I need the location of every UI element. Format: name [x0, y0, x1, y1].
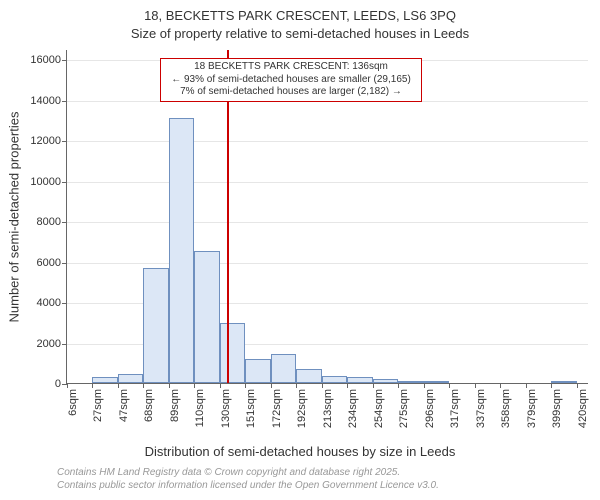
x-tick: [577, 383, 578, 388]
y-tick-label: 6000: [37, 257, 67, 269]
y-tick-label: 0: [55, 378, 67, 390]
y-gridline: [67, 222, 588, 223]
x-tick-label: 27sqm: [92, 389, 104, 422]
x-tick-label: 254sqm: [373, 389, 385, 428]
annotation-line: 7% of semi-detached houses are larger (2…: [165, 86, 417, 99]
annotation-box: 18 BECKETTS PARK CRESCENT: 136sqm← 93% o…: [160, 58, 422, 102]
title-line-1: 18, BECKETTS PARK CRESCENT, LEEDS, LS6 3…: [0, 8, 600, 23]
y-tick-label: 8000: [37, 216, 67, 228]
x-tick: [143, 383, 144, 388]
x-tick-label: 6sqm: [67, 389, 79, 416]
x-tick-label: 151sqm: [245, 389, 257, 428]
x-tick: [92, 383, 93, 388]
histogram-bar: [551, 381, 576, 383]
annotation-line: ← 93% of semi-detached houses are smalle…: [165, 74, 417, 87]
x-tick-label: 275sqm: [398, 389, 410, 428]
x-tick: [118, 383, 119, 388]
histogram-bar: [347, 377, 372, 383]
x-tick-label: 296sqm: [424, 389, 436, 428]
histogram-bar: [169, 118, 194, 383]
x-tick-label: 47sqm: [118, 389, 130, 422]
histogram-bar: [220, 323, 245, 383]
histogram-bar: [118, 374, 143, 383]
histogram-bar: [322, 376, 347, 383]
x-tick-label: 172sqm: [271, 389, 283, 428]
x-tick-label: 317sqm: [449, 389, 461, 428]
x-tick: [169, 383, 170, 388]
histogram-bar: [398, 381, 423, 383]
x-tick: [194, 383, 195, 388]
x-tick-label: 399sqm: [551, 389, 563, 428]
x-tick: [475, 383, 476, 388]
y-tick-label: 2000: [37, 338, 67, 350]
x-tick: [373, 383, 374, 388]
histogram-bar: [373, 379, 398, 383]
histogram-bar: [424, 381, 449, 383]
x-tick: [526, 383, 527, 388]
histogram-bar: [296, 369, 321, 383]
y-gridline: [67, 263, 588, 264]
footer-line: Contains public sector information licen…: [57, 480, 439, 491]
x-tick: [322, 383, 323, 388]
x-tick-label: 234sqm: [347, 389, 359, 428]
x-tick-label: 420sqm: [577, 389, 589, 428]
x-tick: [67, 383, 68, 388]
x-tick: [347, 383, 348, 388]
x-tick-label: 89sqm: [169, 389, 181, 422]
x-tick-label: 130sqm: [220, 389, 232, 428]
x-axis-label: Distribution of semi-detached houses by …: [0, 444, 600, 459]
footer-line: Contains HM Land Registry data © Crown c…: [57, 467, 400, 478]
y-tick-label: 16000: [30, 54, 67, 66]
x-tick-label: 337sqm: [475, 389, 487, 428]
x-tick: [271, 383, 272, 388]
x-tick: [220, 383, 221, 388]
histogram-bar: [245, 359, 270, 383]
y-gridline: [67, 141, 588, 142]
histogram-bar: [92, 377, 117, 383]
y-axis-label: Number of semi-detached properties: [7, 112, 22, 323]
histogram-bar: [143, 268, 168, 383]
histogram-bar: [194, 251, 219, 383]
x-tick-label: 68sqm: [143, 389, 155, 422]
x-tick-label: 192sqm: [296, 389, 308, 428]
y-tick-label: 10000: [30, 176, 67, 188]
x-tick-label: 213sqm: [322, 389, 334, 428]
y-tick-label: 12000: [30, 135, 67, 147]
x-tick-label: 358sqm: [500, 389, 512, 428]
title-line-2: Size of property relative to semi-detach…: [0, 26, 600, 41]
x-tick: [296, 383, 297, 388]
x-tick-label: 379sqm: [526, 389, 538, 428]
annotation-line: 18 BECKETTS PARK CRESCENT: 136sqm: [165, 61, 417, 74]
histogram-bar: [271, 354, 296, 383]
x-tick: [449, 383, 450, 388]
y-tick-label: 4000: [37, 297, 67, 309]
x-tick: [500, 383, 501, 388]
y-tick-label: 14000: [30, 95, 67, 107]
y-gridline: [67, 182, 588, 183]
x-tick: [424, 383, 425, 388]
x-tick: [551, 383, 552, 388]
x-tick: [245, 383, 246, 388]
x-tick-label: 110sqm: [194, 389, 206, 427]
x-tick: [398, 383, 399, 388]
